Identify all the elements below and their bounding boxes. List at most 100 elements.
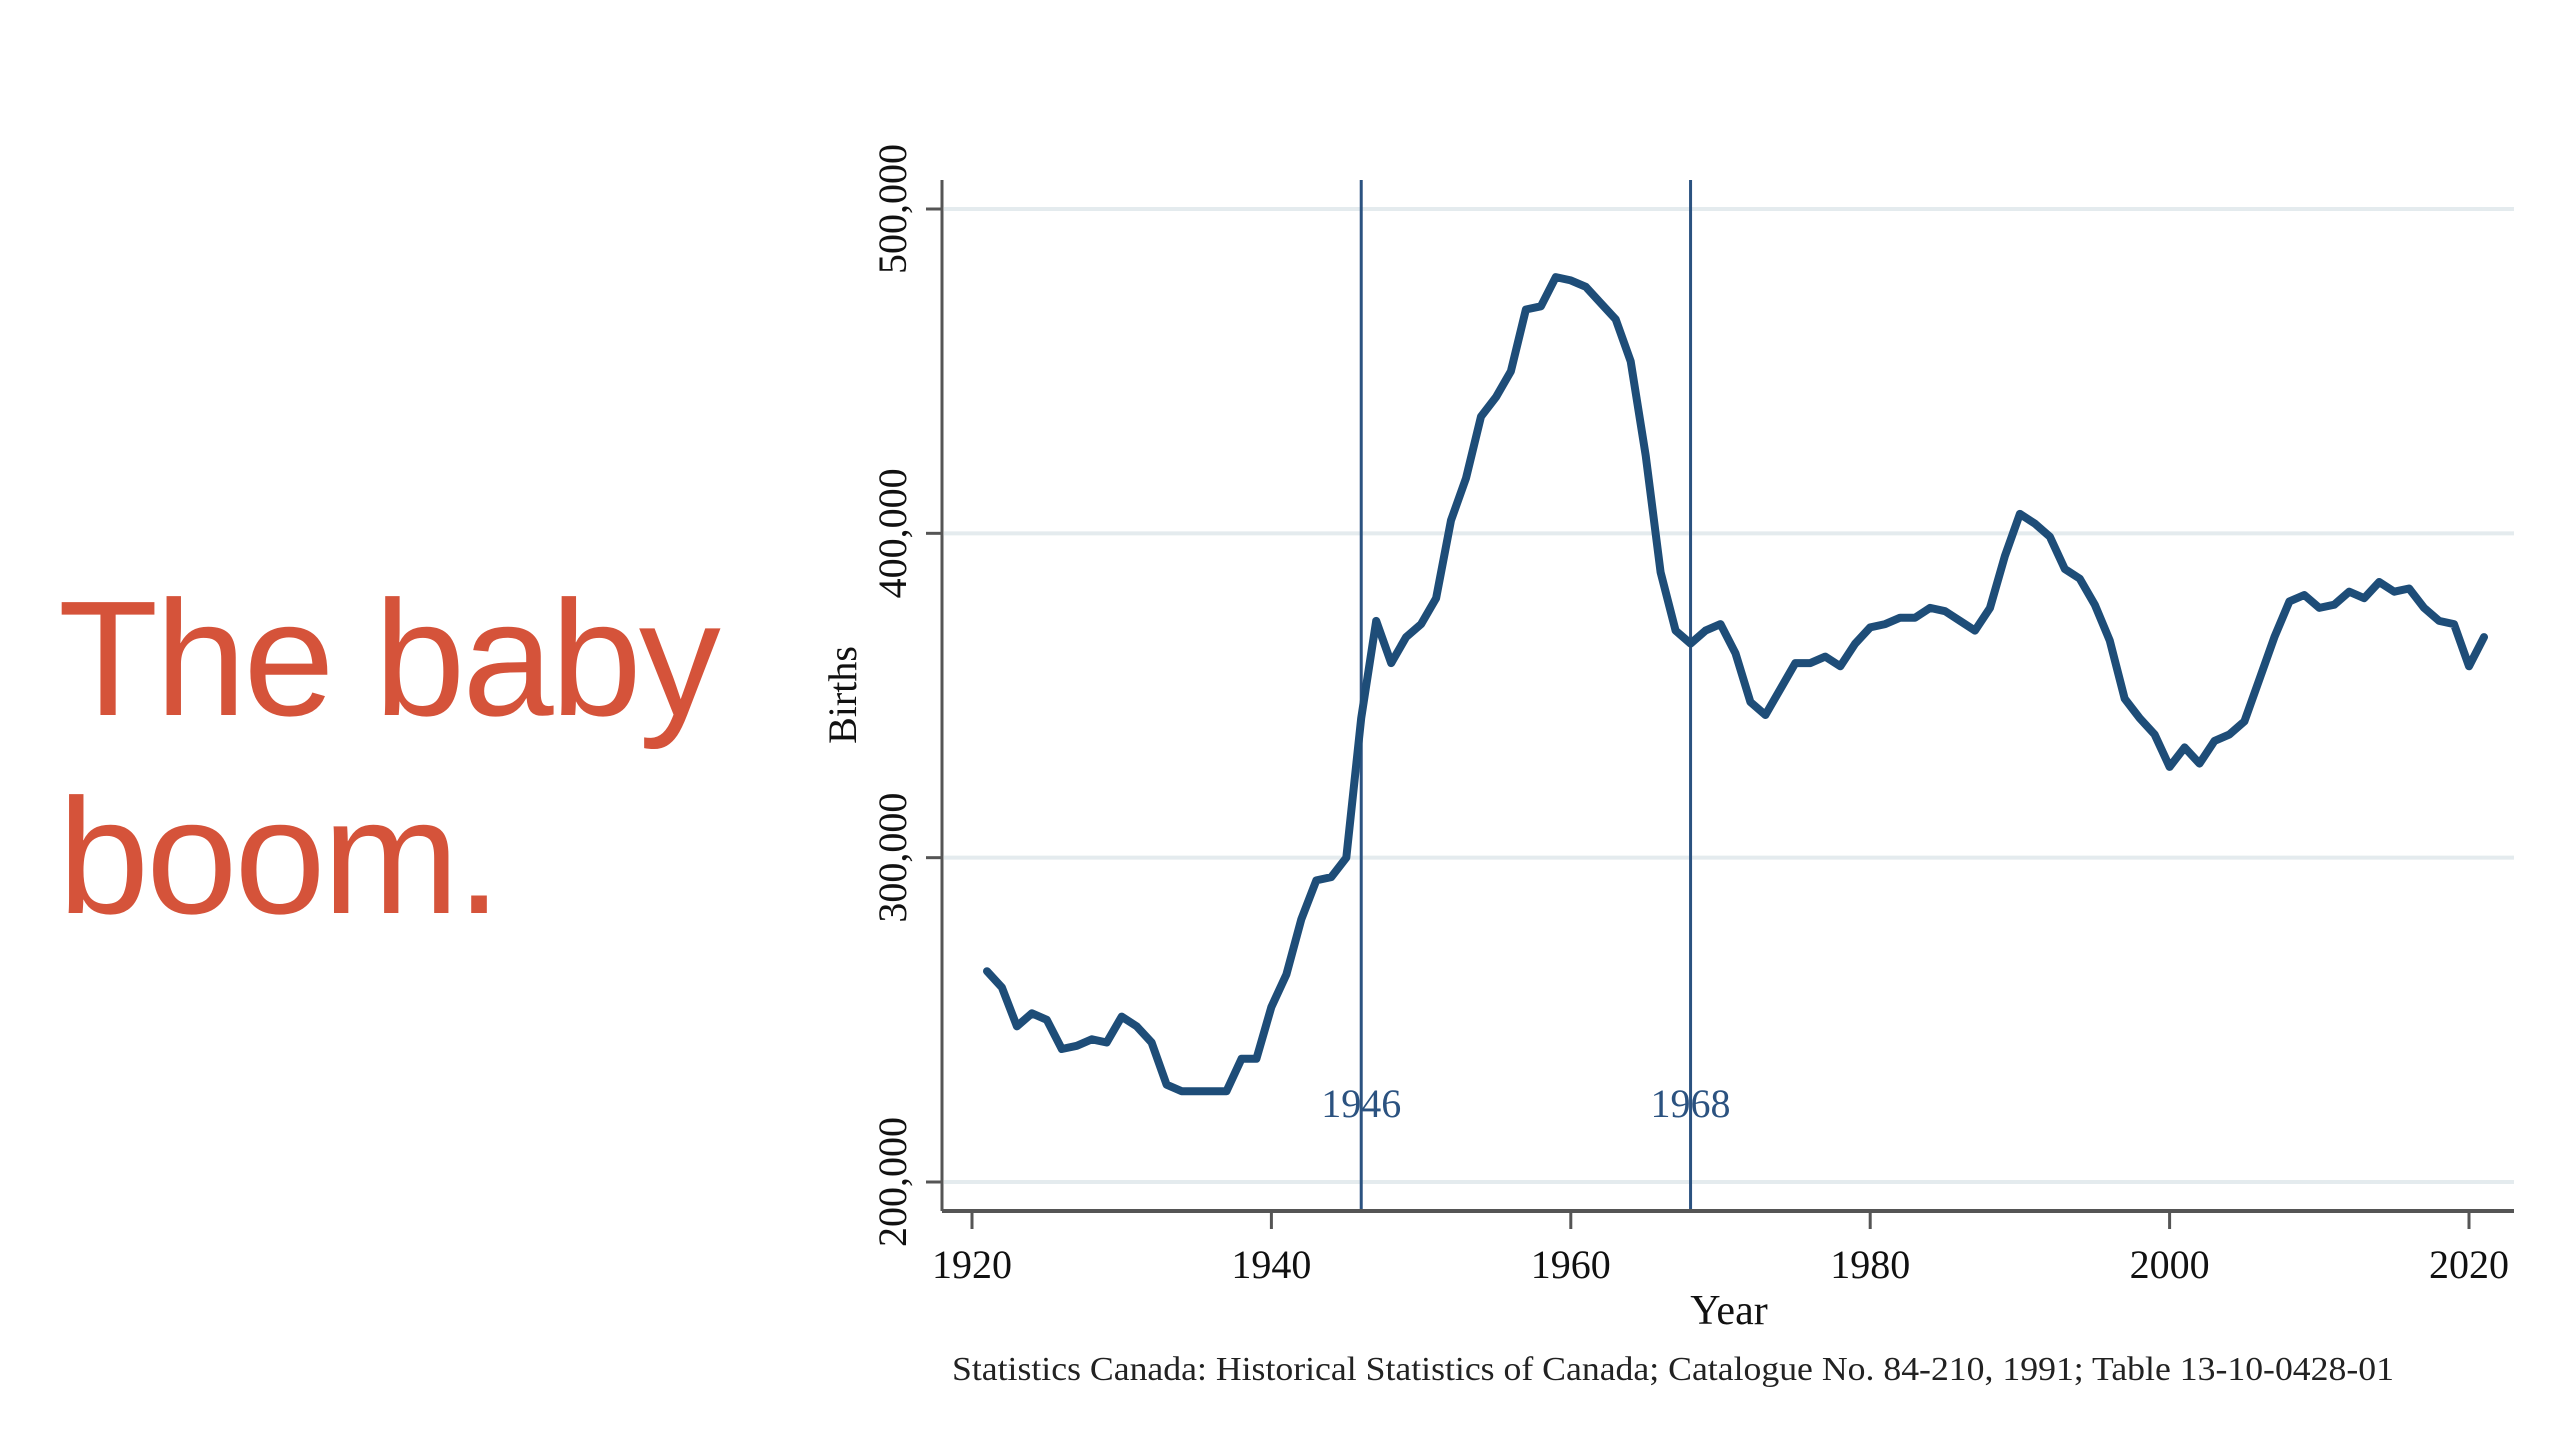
data-point: [1927, 605, 1933, 611]
data-point: [1553, 274, 1559, 280]
data-point: [1912, 615, 1918, 621]
y-tick-label: 500,000: [870, 144, 915, 274]
data-point: [2227, 731, 2233, 737]
data-point: [1373, 618, 1379, 624]
data-point: [2286, 598, 2292, 604]
data-point: [2316, 605, 2322, 611]
data-point: [2406, 586, 2412, 592]
data-point: [1523, 307, 1529, 313]
data-point: [2047, 534, 2053, 540]
x-tick-label: 1940: [1231, 1242, 1311, 1287]
reference-label-1968: 1968: [1651, 1081, 1731, 1126]
data-point: [1882, 621, 1888, 627]
x-axis-label: Year: [1690, 1288, 1767, 1334]
data-point: [1583, 284, 1589, 290]
data-point: [1403, 634, 1409, 640]
slide-title-line-2: boom.: [58, 765, 502, 948]
data-point: [1298, 916, 1304, 922]
data-point: [1044, 1017, 1050, 1023]
data-point: [1598, 300, 1604, 306]
slide-title: The baby boom.: [58, 560, 721, 956]
data-point: [2481, 634, 2487, 640]
data-point: [1493, 394, 1499, 400]
data-point: [1089, 1036, 1095, 1042]
data-point: [2346, 589, 2352, 595]
data-point: [1703, 628, 1709, 634]
data-point: [1358, 715, 1364, 721]
data-point: [1643, 453, 1649, 459]
data-point: [1688, 641, 1694, 647]
data-point: [2421, 605, 2427, 611]
data-point: [1448, 517, 1454, 523]
data-point: [1807, 660, 1813, 666]
data-point: [1149, 1040, 1155, 1046]
data-point: [2137, 715, 2143, 721]
data-point: [2301, 592, 2307, 598]
data-point: [2017, 511, 2023, 517]
x-tick-label: 2000: [2130, 1242, 2210, 1287]
data-point: [1253, 1056, 1259, 1062]
data-point: [1852, 641, 1858, 647]
data-point: [2107, 637, 2113, 643]
x-tick-label: 1980: [1830, 1242, 1910, 1287]
data-point: [2256, 676, 2262, 682]
data-point: [1792, 660, 1798, 666]
data-point: [1104, 1040, 1110, 1046]
data-point: [1239, 1056, 1245, 1062]
data-point: [2197, 761, 2203, 767]
data-point: [1134, 1023, 1140, 1029]
data-point: [1224, 1088, 1230, 1094]
data-point: [2122, 696, 2128, 702]
data-point: [1897, 615, 1903, 621]
data-point: [1059, 1046, 1065, 1052]
data-point: [2376, 579, 2382, 585]
data-point: [999, 984, 1005, 990]
data-point: [2167, 764, 2173, 770]
data-point: [1987, 605, 1993, 611]
data-point: [2212, 738, 2218, 744]
data-point: [1388, 660, 1394, 666]
data-point: [2361, 595, 2367, 601]
data-point: [1268, 1004, 1274, 1010]
data-point: [1164, 1082, 1170, 1088]
data-point: [1777, 686, 1783, 692]
data-point: [1957, 618, 1963, 624]
data-point: [2077, 576, 2083, 582]
data-point: [2062, 566, 2068, 572]
data-point: [1313, 877, 1319, 883]
data-point: [1508, 368, 1514, 374]
data-point: [2436, 618, 2442, 624]
data-point: [1119, 1014, 1125, 1020]
gridlines: [944, 207, 2514, 1184]
axes: [940, 180, 2514, 1213]
slide-title-line-1: The baby: [58, 567, 721, 750]
data-point: [1972, 628, 1978, 634]
data-point: [1613, 316, 1619, 322]
data-point: [2182, 744, 2188, 750]
data-point: [1029, 1010, 1035, 1016]
y-tick-label: 200,000: [870, 1117, 915, 1247]
data-point: [1867, 624, 1873, 630]
x-tick-label: 2020: [2429, 1242, 2509, 1287]
data-point: [2152, 731, 2158, 737]
reference-label-1946: 1946: [1321, 1081, 1401, 1126]
data-point: [2271, 634, 2277, 640]
data-point: [1837, 663, 1843, 669]
data-point: [1343, 855, 1349, 861]
data-point: [1179, 1088, 1185, 1094]
series-line-births: [983, 273, 2488, 1096]
data-point: [1747, 699, 1753, 705]
data-point: [2032, 521, 2038, 527]
x-tick-label: 1960: [1531, 1242, 1611, 1287]
source-note: Statistics Canada: Historical Statistics…: [952, 1351, 2394, 1388]
data-point: [1538, 303, 1544, 309]
data-point: [2092, 602, 2098, 608]
data-point: [2391, 589, 2397, 595]
reference-lines: [1359, 180, 1693, 1211]
data-point: [1478, 414, 1484, 420]
data-point: [1733, 650, 1739, 656]
x-tick-label: 1920: [932, 1242, 1012, 1287]
reference-labels: 1946 1968: [1321, 1081, 1730, 1126]
data-point: [1673, 628, 1679, 634]
